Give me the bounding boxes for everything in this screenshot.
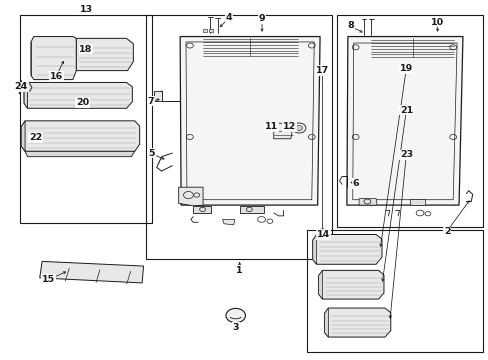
Polygon shape <box>73 39 76 71</box>
Text: 22: 22 <box>29 133 42 142</box>
Polygon shape <box>21 121 140 151</box>
Text: 23: 23 <box>399 150 412 159</box>
Text: 21: 21 <box>399 105 412 114</box>
Circle shape <box>225 309 245 323</box>
Polygon shape <box>324 308 328 337</box>
Polygon shape <box>239 206 264 213</box>
Text: 2: 2 <box>443 228 450 237</box>
Polygon shape <box>209 29 213 32</box>
Text: 14: 14 <box>316 230 329 239</box>
Polygon shape <box>25 151 135 157</box>
Text: 10: 10 <box>430 18 443 27</box>
Circle shape <box>295 126 302 131</box>
Bar <box>146 15 331 259</box>
Text: 12: 12 <box>282 122 295 131</box>
Polygon shape <box>346 37 462 205</box>
Text: 13: 13 <box>80 5 92 14</box>
Text: 16: 16 <box>50 72 63 81</box>
Polygon shape <box>409 199 424 205</box>
Polygon shape <box>193 206 211 213</box>
Polygon shape <box>24 82 132 108</box>
Text: 9: 9 <box>258 14 265 23</box>
Text: 8: 8 <box>346 21 353 30</box>
Polygon shape <box>318 270 383 299</box>
Polygon shape <box>178 187 203 206</box>
Bar <box>20 15 152 223</box>
Text: 24: 24 <box>15 82 28 91</box>
Polygon shape <box>222 220 234 225</box>
Text: 7: 7 <box>147 96 154 105</box>
Polygon shape <box>312 234 381 264</box>
Text: 18: 18 <box>79 45 93 54</box>
Polygon shape <box>358 199 376 205</box>
Text: 15: 15 <box>42 275 55 284</box>
Text: 11: 11 <box>264 122 278 131</box>
Polygon shape <box>21 84 32 91</box>
Text: 17: 17 <box>315 66 328 75</box>
Text: 3: 3 <box>232 323 239 332</box>
Polygon shape <box>273 123 293 139</box>
Polygon shape <box>40 261 143 283</box>
Text: 6: 6 <box>352 179 358 188</box>
Polygon shape <box>21 121 25 151</box>
Polygon shape <box>24 82 27 108</box>
Polygon shape <box>154 91 161 101</box>
Polygon shape <box>318 270 322 299</box>
Text: 4: 4 <box>225 13 232 22</box>
Text: 19: 19 <box>399 64 412 73</box>
Polygon shape <box>203 29 206 32</box>
Polygon shape <box>180 37 320 205</box>
Text: 5: 5 <box>148 149 155 158</box>
Polygon shape <box>312 234 316 264</box>
Polygon shape <box>31 37 76 80</box>
Bar <box>336 15 483 226</box>
Polygon shape <box>73 39 133 71</box>
Bar <box>306 230 483 352</box>
Text: 1: 1 <box>236 266 243 275</box>
Text: 20: 20 <box>76 98 89 107</box>
Polygon shape <box>324 308 390 337</box>
